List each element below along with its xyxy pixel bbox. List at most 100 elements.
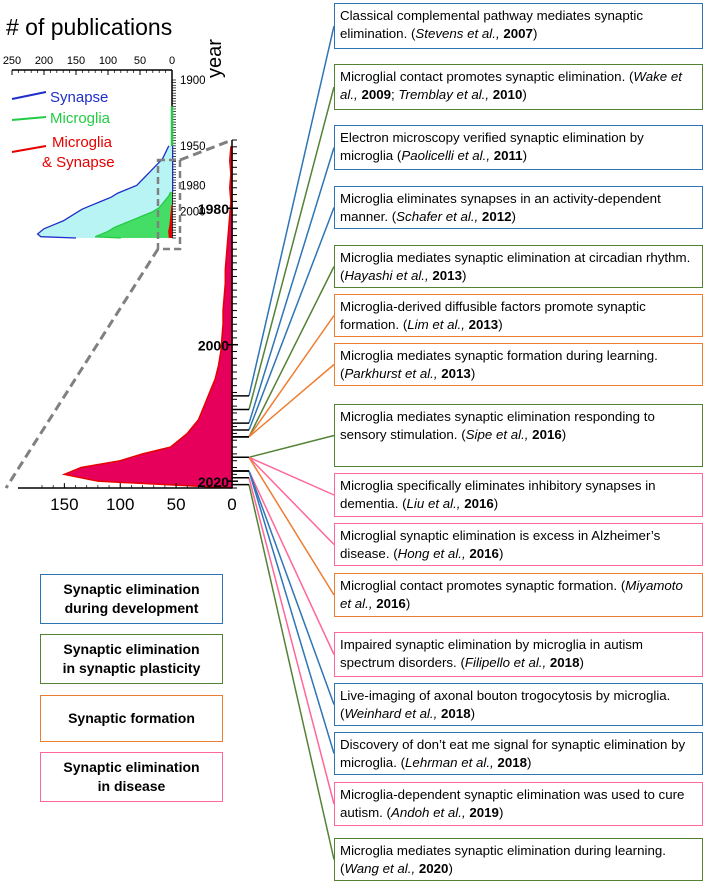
entry-year: 2018 <box>497 754 528 770</box>
legend-mg-syn-swatch <box>11 145 47 153</box>
main-y-tick-label: 1980 <box>198 201 229 217</box>
inset-x-tick-label: 200 <box>35 55 53 67</box>
entry-connector <box>248 86 335 410</box>
entry-year: 2009 <box>361 86 392 102</box>
entry-separator: ; <box>391 86 399 102</box>
entry-text: Microglia mediates synaptic elimination … <box>340 250 691 283</box>
entry-year: 2013 <box>432 267 462 283</box>
entry-author: Wake et al., <box>340 69 682 102</box>
entry-author: Hayashi et al., <box>344 267 433 283</box>
entry-connector <box>248 207 335 431</box>
entry-author: Miyamoto et al., <box>340 578 683 611</box>
entry-connector <box>248 266 335 438</box>
category-box-plast: Synaptic elimination in synaptic plastici… <box>40 634 223 684</box>
entry-author: Filipello et al., <box>464 654 550 670</box>
entry-tail: ) <box>470 365 476 381</box>
inset-x-tick-label: 250 <box>3 55 21 67</box>
entry-text: Classical complemental pathway mediates … <box>340 8 644 41</box>
entry-author: Liu et al., <box>406 495 465 511</box>
entry-text: Microglia specifically eliminates inhibi… <box>340 478 656 511</box>
entry-box: Discovery of don’t eat me signal for syn… <box>334 732 703 775</box>
entry-year: 2007 <box>503 25 533 41</box>
inset-x-tick-label: 150 <box>67 55 85 67</box>
entry-year: 2016 <box>532 426 562 442</box>
main-y-tick-label: 2000 <box>198 338 229 354</box>
entry-connector <box>248 477 335 805</box>
inset-y-tick-label: 1900 <box>180 75 206 87</box>
entry-tail: ) <box>461 267 467 283</box>
entry-year: 2013 <box>468 316 499 332</box>
entry-text: Microglial contact promotes synaptic for… <box>340 578 626 593</box>
main-x-tick-label: 50 <box>167 495 186 514</box>
category-label: Synaptic elimination during development <box>63 580 199 618</box>
entry-box: Classical complemental pathway mediates … <box>334 3 703 49</box>
entry-author: Wang et al., <box>344 860 419 876</box>
entry-tail: ) <box>527 754 532 770</box>
entry-text: Discovery of don’t eat me signal for syn… <box>340 737 686 770</box>
entry-year: 2010 <box>492 86 523 102</box>
entry-connector <box>248 470 335 705</box>
main-x-tick-label: 0 <box>227 495 236 514</box>
entry-author: Schafer et al., <box>396 208 482 224</box>
category-label-line1: Synaptic formation <box>68 710 195 726</box>
inset-y-tick-label: 2000 <box>180 207 206 219</box>
entry-author: Weinhard et al., <box>344 705 442 721</box>
entry-author: Hong et al., <box>397 545 470 561</box>
entry-text: Microglia-derived diffusible factors pro… <box>340 299 646 332</box>
entry-year: 2019 <box>469 804 499 820</box>
entry-connector <box>248 470 335 655</box>
main-x-tick-label: 150 <box>50 495 78 514</box>
entry-text: Microglia-dependent synaptic elimination… <box>340 787 685 820</box>
entry-author: Stevens et al., <box>415 25 504 41</box>
entry-connector <box>248 315 335 438</box>
entry-text: Microglia mediates synaptic elimination … <box>340 843 666 876</box>
entry-box: Microglial synaptic elimination is exces… <box>334 523 703 566</box>
category-label: Synaptic elimination in synaptic plastici… <box>63 640 201 678</box>
entry-connector <box>248 434 335 459</box>
entry-text: Microglia mediates synaptic formation du… <box>340 348 658 381</box>
inset-x-tick-label: 100 <box>99 55 117 67</box>
connector-lines <box>232 25 335 860</box>
entry-box: Microglia mediates synaptic elimination … <box>334 245 703 288</box>
entry-text: Microglia eliminates synapses in an acti… <box>340 191 661 224</box>
category-label: Synaptic elimination in disease <box>63 758 199 796</box>
entry-author: Tremblay et al., <box>398 86 493 102</box>
entry-author: Sipe et al., <box>465 426 533 442</box>
inset-y-tick-label: 1950 <box>180 141 206 153</box>
entry-tail: ) <box>511 208 516 224</box>
entry-box: Microglial contact promotes synaptic eli… <box>334 64 703 110</box>
entry-connector <box>248 456 335 496</box>
year-axis-label: year <box>204 39 226 78</box>
category-label: Synaptic formation <box>68 709 195 728</box>
entry-box: Impaired synaptic elimination by microgl… <box>334 632 703 677</box>
entry-box: Microglia-dependent synaptic elimination… <box>334 782 703 826</box>
legend-synapse: Synapse <box>50 89 109 106</box>
category-box-form: Synaptic formation <box>40 695 223 742</box>
category-label-line1: Synaptic elimination <box>63 641 200 657</box>
entry-box: Electron microscopy verified synaptic el… <box>334 125 703 170</box>
inset-microglia-series-area <box>95 191 172 238</box>
entry-tail: ) <box>498 316 503 332</box>
entry-year: 2013 <box>441 365 471 381</box>
entry-tail: ) <box>405 595 411 611</box>
entry-tail: ) <box>532 25 538 41</box>
inset-x-tick-label: 50 <box>134 55 146 67</box>
entry-tail: ) <box>498 545 504 561</box>
entry-year: 2011 <box>493 147 523 163</box>
category-label-line2: in synaptic plasticity <box>62 660 201 676</box>
legend-mg-syn-line2: & Synapse <box>42 154 115 171</box>
entry-year: 2016 <box>376 595 406 611</box>
zoom-connector-top <box>179 138 233 162</box>
entry-tail: ) <box>493 495 499 511</box>
category-label-line1: Synaptic elimination <box>63 759 200 775</box>
legend-microglia: Microglia <box>50 110 111 127</box>
category-label-line2: during development <box>64 600 199 616</box>
mg-syn-area <box>61 146 233 489</box>
entry-year: 2016 <box>469 545 499 561</box>
entry-text: Microglial synaptic elimination is exces… <box>340 528 661 561</box>
category-box-dev: Synaptic elimination during development <box>40 574 223 624</box>
inset-x-tick-label: 0 <box>169 55 175 67</box>
entry-text: Impaired synaptic elimination by microgl… <box>340 637 643 670</box>
entry-author: Paolicelli et al., <box>401 147 494 163</box>
